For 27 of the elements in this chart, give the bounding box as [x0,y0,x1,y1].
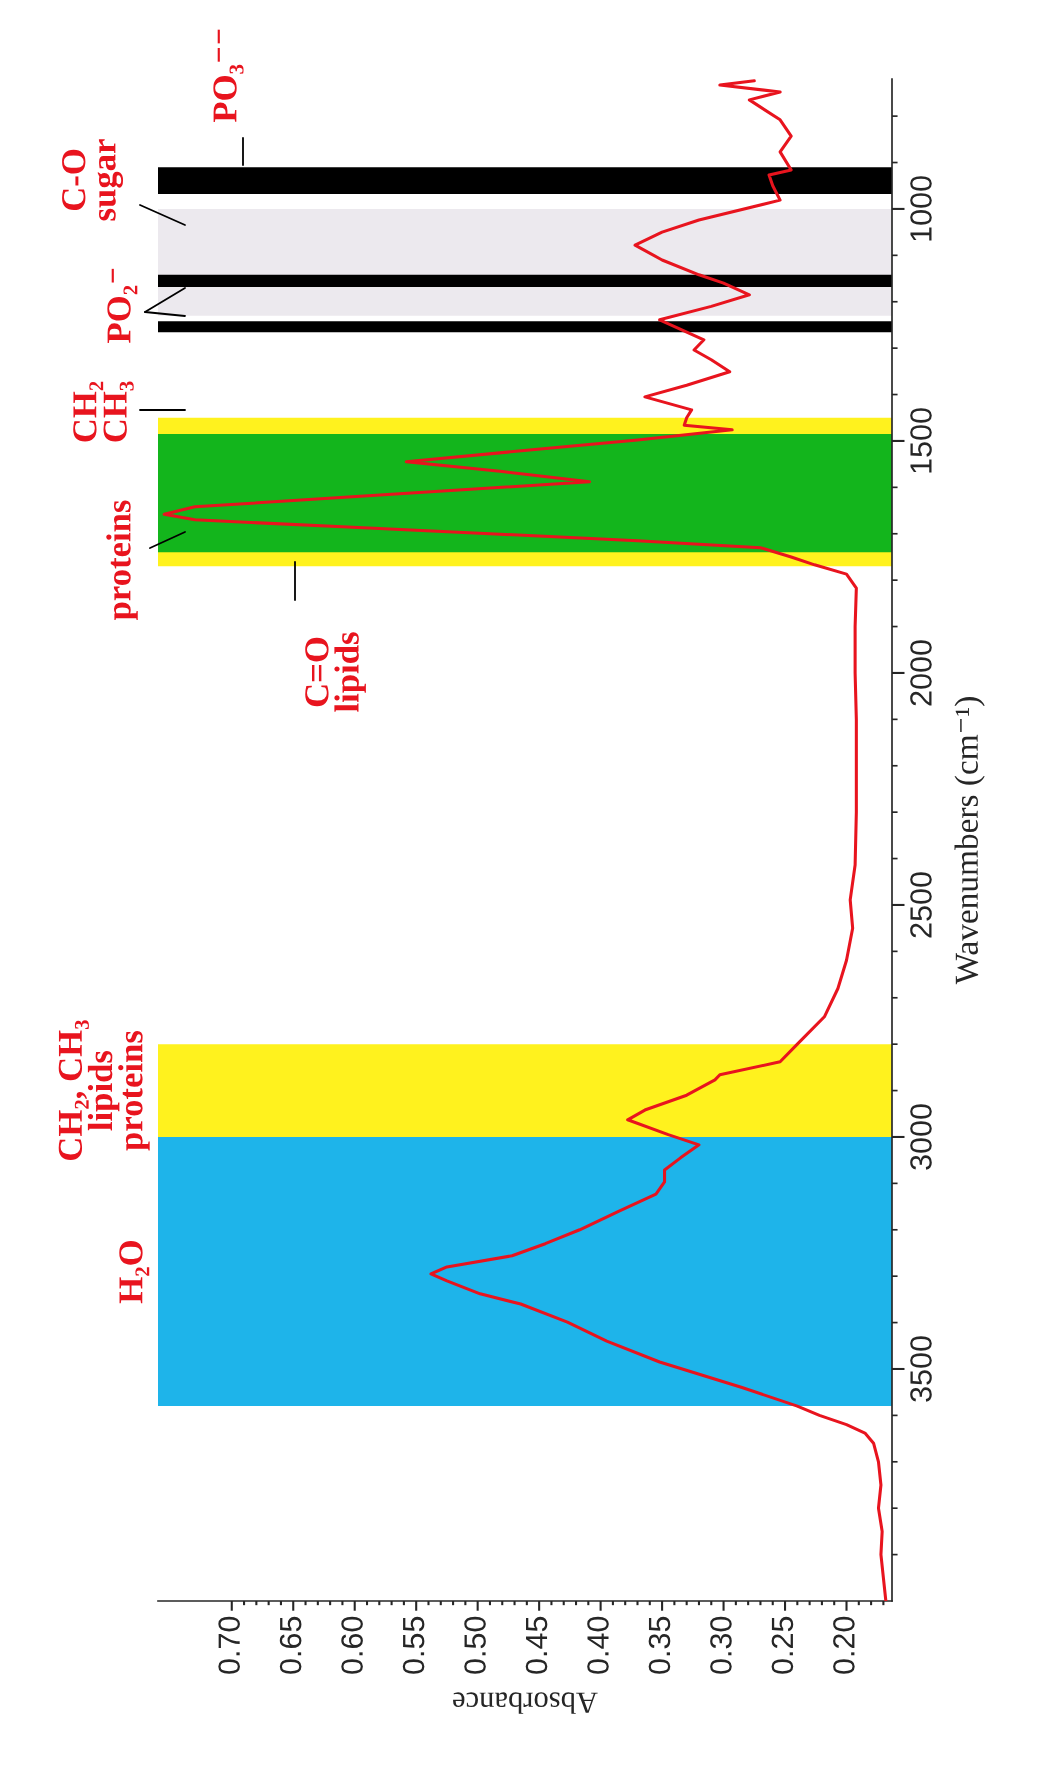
text: PO₂⁻ [107,268,138,343]
band-label: CH₂, CH₃ lipids proteins [58,1020,150,1161]
x-tick-label: 0.35 [648,1616,671,1674]
x-tick-label: 0.70 [218,1616,240,1674]
x-tick-label: 0.25 [771,1616,794,1674]
annotation: PO₃⁻⁻ [213,29,244,123]
text: C-O sugar [62,139,124,221]
x-tick-label: 0.20 [833,1616,855,1674]
y-tick-label: 1000 [910,176,932,241]
x-tick-label: 0.40 [587,1616,609,1674]
y-tick-label: 1500 [910,408,932,473]
annotation: C=O lipids [305,632,366,712]
x-tick-label: 0.65 [279,1616,302,1674]
text: CH₂ CH₃ [73,381,134,442]
band-label: H₂O [119,1241,150,1304]
y-tick-label: 2500 [910,872,932,938]
text: proteins [106,500,138,621]
x-tick-label: 0.55 [402,1616,425,1674]
y-tick-label: 3500 [910,1336,932,1402]
x-tick-label: 0.45 [525,1616,548,1674]
x-tick-label: 0.50 [464,1616,486,1674]
x-tick-label: 0.60 [341,1616,363,1674]
x-axis-title: Absorbance [453,1692,598,1714]
x-tick-label: 0.30 [710,1616,732,1674]
y-tick-label: 3000 [910,1104,932,1170]
y-axis-title: Wavenumbers (cm⁻¹) [954,697,985,985]
y-tick-label: 2000 [910,640,932,706]
